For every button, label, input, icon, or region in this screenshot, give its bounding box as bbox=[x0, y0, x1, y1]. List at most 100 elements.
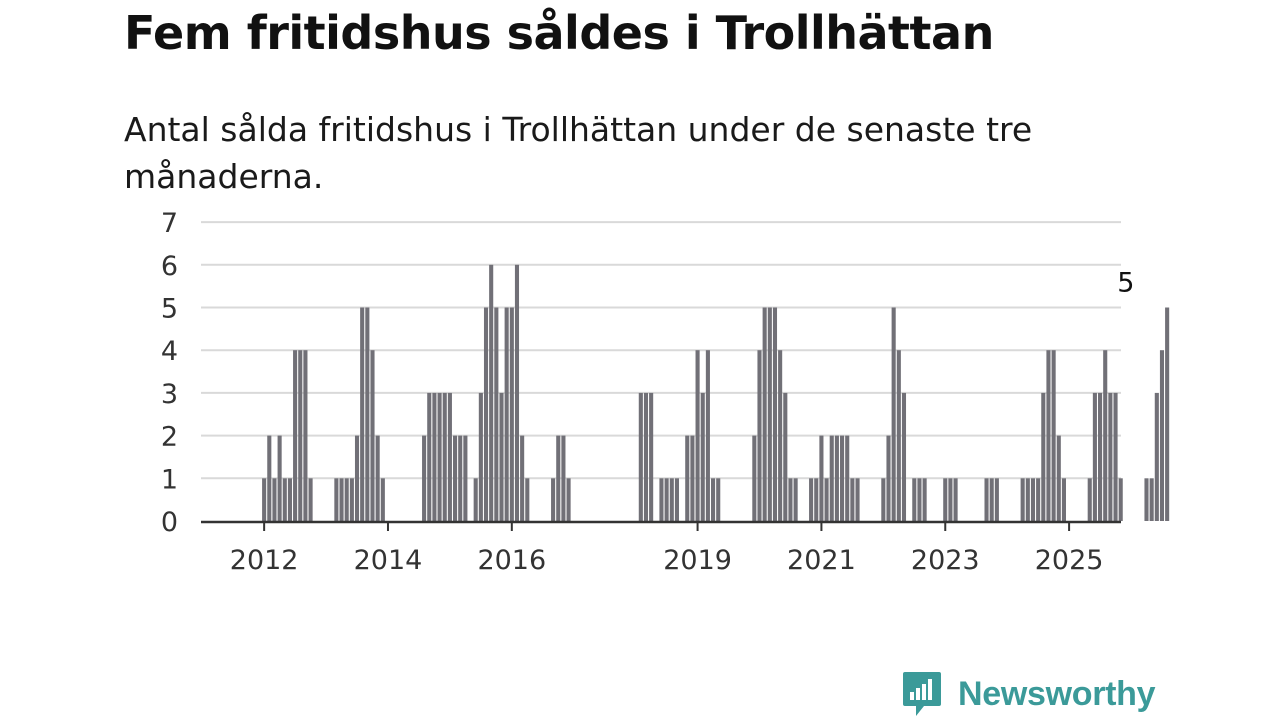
bar bbox=[437, 392, 442, 521]
bar bbox=[556, 435, 561, 521]
bar bbox=[509, 307, 514, 521]
y-tick-label: 3 bbox=[161, 379, 178, 410]
gridlines bbox=[201, 221, 1121, 480]
bar bbox=[520, 435, 525, 521]
bar bbox=[664, 478, 669, 521]
bar bbox=[809, 478, 814, 521]
x-tick-label: 2016 bbox=[477, 545, 546, 576]
bar bbox=[551, 478, 556, 521]
bar bbox=[695, 350, 700, 521]
y-tick-label: 0 bbox=[161, 507, 178, 538]
bar bbox=[1103, 350, 1108, 521]
bar bbox=[458, 435, 463, 521]
bar bbox=[788, 478, 793, 521]
x-tick-label: 2021 bbox=[787, 545, 856, 576]
bars bbox=[262, 264, 1170, 521]
bar bbox=[432, 392, 437, 521]
newsworthy-logo: Newsworthy bbox=[902, 670, 1156, 718]
bar bbox=[778, 350, 783, 521]
y-axis-ticks: 0 1 2 3 4 5 6 7 bbox=[161, 208, 178, 538]
y-tick-label: 7 bbox=[161, 208, 178, 239]
bar bbox=[886, 435, 891, 521]
bar bbox=[442, 392, 447, 521]
bar bbox=[700, 392, 705, 521]
bar bbox=[705, 350, 710, 521]
bar bbox=[984, 478, 989, 521]
y-tick-label: 2 bbox=[161, 422, 178, 453]
bar bbox=[489, 264, 494, 521]
bar bbox=[375, 435, 380, 521]
highlight-value-label: 5 bbox=[1117, 268, 1134, 299]
bar bbox=[339, 478, 344, 521]
bar bbox=[566, 478, 571, 521]
bar bbox=[757, 350, 762, 521]
bar bbox=[1046, 350, 1051, 521]
bar bbox=[514, 264, 520, 521]
bar bbox=[881, 478, 886, 521]
bar bbox=[272, 478, 277, 521]
bar bbox=[447, 392, 452, 521]
bar bbox=[1051, 350, 1056, 521]
bar bbox=[360, 307, 365, 521]
chart-subtitle: Antal sålda fritidshus i Trollhättan und… bbox=[124, 110, 1033, 196]
bar bbox=[267, 435, 272, 521]
brand-name: Newsworthy bbox=[958, 674, 1156, 713]
bar bbox=[427, 392, 432, 521]
bar bbox=[1020, 478, 1025, 521]
newsworthy-logo-icon bbox=[903, 672, 941, 716]
bar-chart: 0 1 2 3 4 5 6 7 2012 2014 2016 2019 2021 2023 2025 5 bbox=[161, 208, 1170, 576]
bar bbox=[783, 392, 788, 521]
bar bbox=[370, 350, 375, 521]
bar bbox=[922, 478, 927, 521]
x-tick-label: 2019 bbox=[663, 545, 732, 576]
bar bbox=[834, 435, 839, 521]
bar bbox=[1165, 307, 1170, 521]
bar bbox=[1108, 392, 1113, 521]
bar bbox=[380, 478, 385, 521]
bar bbox=[365, 307, 370, 521]
bar bbox=[277, 435, 282, 521]
bar bbox=[829, 435, 834, 521]
bar bbox=[948, 478, 953, 521]
bar bbox=[308, 478, 313, 521]
bar bbox=[334, 478, 339, 521]
bar bbox=[674, 478, 679, 521]
bar bbox=[638, 392, 643, 521]
bar bbox=[994, 478, 999, 521]
bar bbox=[298, 350, 303, 521]
bar bbox=[287, 478, 292, 521]
bar bbox=[494, 307, 499, 521]
bar bbox=[669, 478, 674, 521]
y-tick-label: 4 bbox=[161, 336, 178, 367]
bar bbox=[845, 435, 850, 521]
x-tick-label: 2014 bbox=[354, 545, 423, 576]
bar bbox=[499, 392, 504, 521]
bar bbox=[473, 478, 478, 521]
bar bbox=[1098, 392, 1103, 521]
bar bbox=[525, 478, 530, 521]
bar bbox=[850, 478, 855, 521]
bar bbox=[772, 307, 778, 521]
chart-title: Fem fritidshus såldes i Trollhättan bbox=[124, 6, 994, 60]
bar bbox=[349, 478, 354, 521]
bar bbox=[344, 478, 349, 521]
bar bbox=[1087, 478, 1092, 521]
bar bbox=[478, 392, 483, 521]
bar bbox=[659, 478, 664, 521]
bar bbox=[901, 392, 907, 521]
bar bbox=[1025, 478, 1030, 521]
bar bbox=[1030, 478, 1036, 521]
bar bbox=[814, 478, 819, 521]
bar bbox=[917, 478, 922, 521]
bar bbox=[943, 478, 948, 521]
bar bbox=[561, 435, 566, 521]
bar bbox=[1154, 392, 1159, 521]
y-tick-label: 5 bbox=[161, 294, 178, 325]
x-axis-ticks: 2012 2014 2016 2019 2021 2023 2025 bbox=[230, 522, 1104, 576]
bar bbox=[643, 392, 649, 521]
bar bbox=[912, 478, 917, 521]
bar bbox=[752, 435, 757, 521]
bar bbox=[354, 435, 360, 521]
bar bbox=[819, 435, 824, 521]
x-tick-label: 2025 bbox=[1035, 545, 1104, 576]
